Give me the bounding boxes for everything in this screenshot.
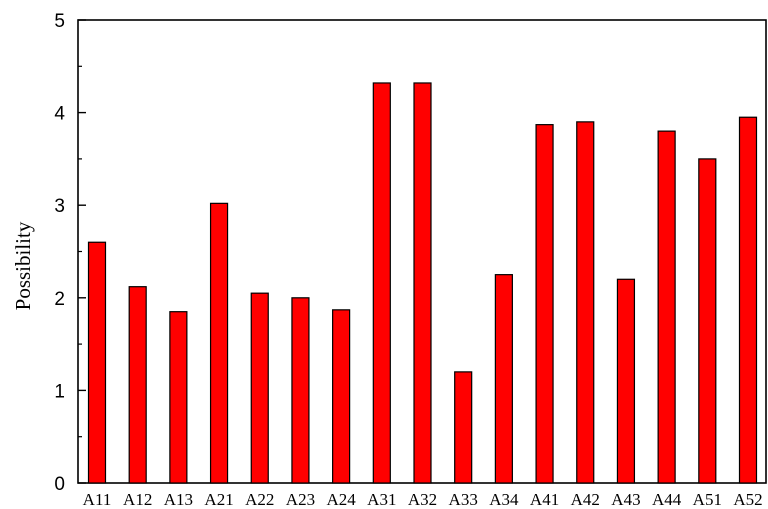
bar-a32 [413,82,432,484]
bar-a33 [454,371,473,484]
bars [87,82,758,484]
bar-a42 [576,121,595,484]
bar-a51 [698,158,717,484]
x-tick-label: A32 [408,490,437,509]
x-tick-label: A43 [611,490,640,509]
x-tick-label: A52 [733,490,762,509]
bar-a21 [209,202,229,484]
x-tick-label: A41 [530,490,559,509]
x-tick-label: A24 [326,490,356,509]
bar-a31 [372,82,391,484]
x-tick-label: A31 [367,490,396,509]
y-tick-label: 3 [54,196,65,217]
x-tick-label: A22 [245,490,274,509]
x-tick-label: A12 [123,490,152,509]
bar-a23 [291,297,310,484]
x-tick-label: A13 [164,490,193,509]
y-tick-label: 4 [54,104,65,125]
bar-a52 [738,116,758,484]
bar-a44 [657,130,676,484]
x-tick-label: A11 [83,490,112,509]
y-tick-label: 5 [54,11,65,32]
bar-a41 [535,124,554,484]
bar-a11 [87,241,107,484]
x-tick-label: A51 [693,490,722,509]
x-tick-label: A21 [204,490,233,509]
x-tick-label: A23 [286,490,315,509]
bar-a22 [250,292,269,484]
x-tick-label: A44 [652,490,682,509]
y-tick-label: 2 [54,289,65,310]
y-tick-label: 1 [54,381,65,402]
y-axis-title: Possibility [11,221,35,310]
bar-a34 [494,274,513,484]
x-axis: A11 A12 A13 A21 A22 A23 A24 A31 A32 A33 A34 A41 A42 A… [83,490,763,509]
bar-a43 [616,278,636,484]
y-axis: 0 1 2 3 4 5 [54,11,86,495]
bar-a24 [332,309,351,484]
bar-a12 [128,286,147,484]
x-tick-label: A33 [449,490,478,509]
y-tick-label: 0 [54,474,65,495]
bar-a13 [169,311,188,484]
x-tick-label: A42 [571,490,600,509]
x-tick-label: A34 [489,490,519,509]
